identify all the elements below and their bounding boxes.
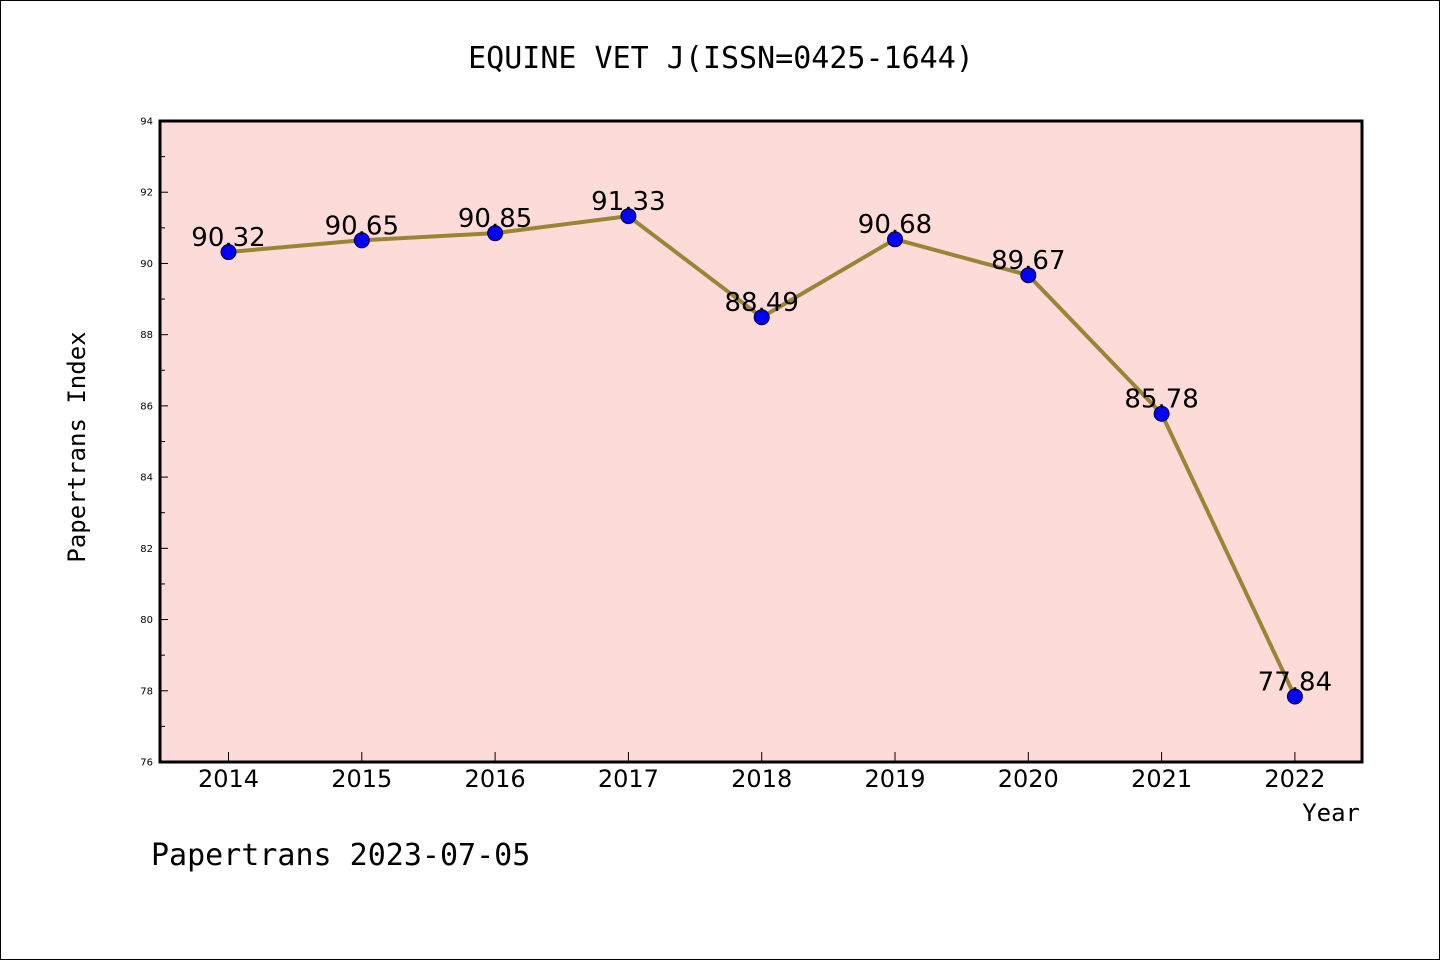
- data-label: 77.84: [1258, 667, 1332, 697]
- y-tick-label: 88: [140, 330, 153, 341]
- data-point: [620, 208, 637, 225]
- y-tick-label: 78: [140, 686, 153, 697]
- data-point: [753, 309, 770, 326]
- y-tick-label: 90: [140, 259, 153, 270]
- x-tick-label: 2017: [598, 765, 659, 793]
- data-label: 89.67: [991, 246, 1065, 276]
- x-tick-label: 2019: [864, 765, 925, 793]
- y-tick-label: 92: [140, 188, 153, 199]
- y-axis: 76 78 80 82 84 86 88 90 92 94: [140, 117, 168, 769]
- data-label: 91.33: [591, 187, 665, 217]
- data-label: 90.32: [191, 223, 265, 253]
- data-point: [220, 244, 237, 261]
- x-axis-label: Year: [1302, 799, 1360, 827]
- x-tick-label: 2022: [1264, 765, 1325, 793]
- data-point: [887, 231, 903, 248]
- y-tick-label: 76: [140, 758, 153, 769]
- x-tick-label: 2018: [731, 765, 792, 793]
- data-point: [353, 232, 370, 249]
- chart-title: EQUINE VET J(ISSN=0425-1644): [468, 41, 974, 76]
- x-tick-label: 2021: [1131, 765, 1192, 793]
- x-tick-label: 2020: [998, 765, 1059, 793]
- x-tick-label: 2015: [331, 765, 392, 793]
- data-label: 85.78: [1124, 385, 1198, 415]
- data-label: 90.65: [325, 211, 399, 241]
- x-tick-label: 2016: [465, 765, 526, 793]
- data-point: [487, 225, 504, 242]
- y-axis-label: Papertrans Index: [63, 331, 91, 562]
- y-tick-label: 82: [140, 544, 153, 555]
- footer-text: Papertrans 2023-07-05: [151, 838, 530, 873]
- data-label: 90.85: [458, 204, 532, 234]
- data-label: 88.49: [724, 288, 798, 318]
- data-point: [1153, 405, 1170, 422]
- y-tick-label: 86: [140, 401, 153, 412]
- data-point: [1020, 267, 1037, 284]
- plot-area: [158, 119, 1364, 764]
- series-group: 90.32 90.65 90.85 91.33 88.49 90.68 89.67 85.78…: [191, 187, 1332, 705]
- y-tick-label: 84: [140, 473, 153, 484]
- y-tick-label: 80: [140, 615, 153, 626]
- y-tick-label: 94: [140, 117, 153, 128]
- x-tick-label: 2014: [198, 765, 259, 793]
- data-point: [1286, 688, 1303, 705]
- data-label: 90.68: [858, 210, 932, 240]
- x-axis: 2014 2015 2016 2017 2018 2019 2020 2021 2022: [198, 752, 1325, 793]
